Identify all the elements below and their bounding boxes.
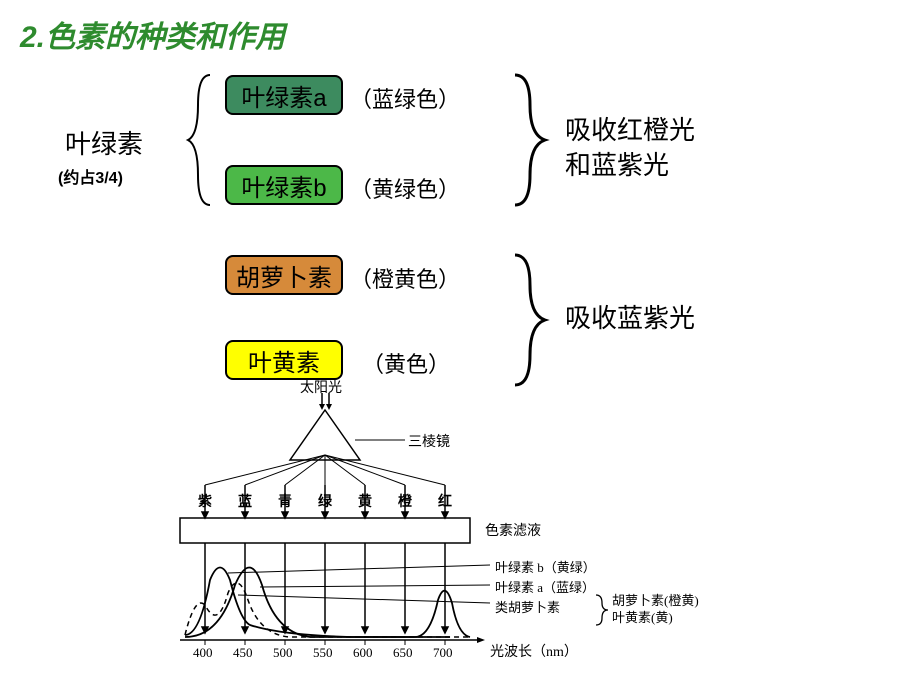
tick-650: 650 bbox=[393, 645, 413, 661]
prism-label: 三棱镜 bbox=[408, 431, 450, 451]
legend-carotenoids: 类胡萝卜素 bbox=[495, 597, 560, 616]
tick-450: 450 bbox=[233, 645, 253, 661]
chlorophyll-a-box: 叶绿素a bbox=[225, 75, 343, 115]
chlorophyll-group-label: 叶绿素 bbox=[65, 124, 143, 161]
chlorophyll-b-color: （黄绿色） bbox=[350, 172, 460, 204]
tick-550: 550 bbox=[313, 645, 333, 661]
color-yellow: 黄 bbox=[358, 491, 372, 511]
carotene-color: （橙黄色） bbox=[350, 262, 460, 294]
brace-right-group1 bbox=[510, 70, 555, 210]
carotenoid-function: 吸收蓝紫光 bbox=[565, 298, 695, 335]
chlorophyll-b-label: 叶绿素b bbox=[241, 168, 326, 203]
chlorophyll-a-color: （蓝绿色） bbox=[350, 82, 460, 114]
color-violet: 紫 bbox=[198, 491, 212, 511]
color-red: 红 bbox=[438, 491, 452, 511]
chlorophyll-function-line2: 和蓝紫光 bbox=[565, 145, 669, 182]
chlorophyll-proportion: (约占3/4) bbox=[58, 164, 123, 188]
legend-chl-a: 叶绿素 a（蓝绿） bbox=[495, 577, 595, 596]
tick-600: 600 bbox=[353, 645, 373, 661]
chlorophyll-a-label: 叶绿素a bbox=[241, 78, 326, 113]
chlorophyll-b-box: 叶绿素b bbox=[225, 165, 343, 205]
legend-xanthophyll: 叶黄素(黄) bbox=[612, 607, 673, 626]
tick-400: 400 bbox=[193, 645, 213, 661]
page-title: 2.色素的种类和作用 bbox=[20, 12, 285, 56]
tick-500: 500 bbox=[273, 645, 293, 661]
color-orange: 橙 bbox=[398, 491, 412, 511]
spectrum-svg bbox=[150, 385, 750, 685]
color-cyan: 青 bbox=[278, 491, 292, 511]
color-green: 绿 bbox=[318, 491, 332, 511]
xanthophyll-label: 叶黄素 bbox=[248, 343, 320, 378]
xaxis-label: 光波长（nm） bbox=[490, 641, 578, 661]
carotene-label: 胡萝卜素 bbox=[236, 258, 332, 293]
tick-700: 700 bbox=[433, 645, 453, 661]
brace-left-group1 bbox=[180, 70, 220, 210]
sunlight-label: 太阳光 bbox=[300, 377, 342, 397]
filter-label: 色素滤液 bbox=[485, 520, 541, 540]
legend-chl-b: 叶绿素 b（黄绿） bbox=[495, 557, 596, 576]
xanthophyll-box: 叶黄素 bbox=[225, 340, 343, 380]
carotene-box: 胡萝卜素 bbox=[225, 255, 343, 295]
spectrum-diagram: 太阳光 三棱镜 紫 蓝 青 绿 黄 橙 红 色素滤液 叶绿素 b（黄绿） 叶绿素… bbox=[150, 385, 750, 690]
xanthophyll-color: （黄色） bbox=[362, 347, 450, 379]
chlorophyll-function-line1: 吸收红橙光 bbox=[565, 110, 695, 147]
brace-right-group2 bbox=[510, 250, 555, 390]
color-blue: 蓝 bbox=[238, 491, 252, 511]
